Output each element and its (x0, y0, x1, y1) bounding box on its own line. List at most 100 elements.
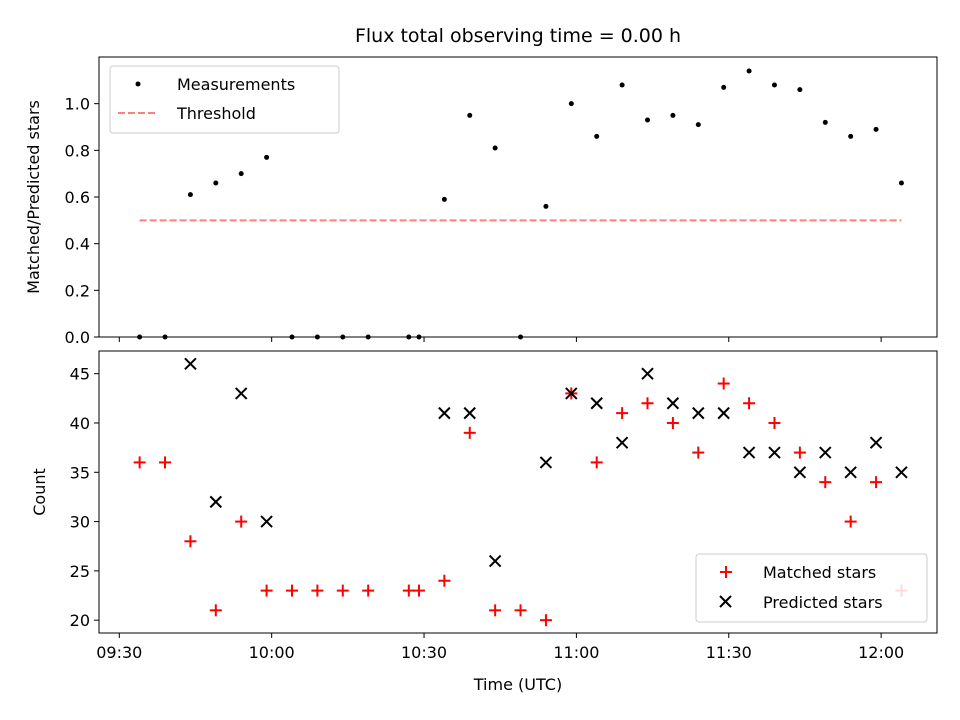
measurement-point (568, 101, 574, 107)
predicted-star-point (895, 466, 908, 479)
matched-star-point (514, 604, 527, 617)
legend-matched-label: Matched stars (763, 563, 876, 582)
matched-star-point (793, 446, 806, 459)
measurement-point (213, 180, 219, 186)
bottom-legend-box (695, 553, 928, 623)
measurement-point (670, 112, 676, 118)
bottom-legend: Matched stars Predicted stars (695, 553, 928, 623)
legend-predicted-label: Predicted stars (763, 593, 883, 612)
measurement-point (238, 171, 244, 177)
measurement-point (873, 126, 879, 132)
chart-title: Flux total observing time = 0.00 h (355, 25, 681, 47)
legend-measurements-marker (135, 81, 141, 87)
top-ytick-label: 1.0 (65, 95, 90, 114)
top-ylabel: Matched/Predicted stars (24, 100, 43, 294)
predicted-star-point (768, 446, 781, 459)
matched-star-point (844, 515, 857, 528)
legend-predicted-marker (719, 595, 732, 608)
top-ytick-label: 0.6 (65, 188, 90, 207)
predicted-star-point (234, 387, 248, 400)
measurement-point (848, 133, 854, 139)
matched-star-point (489, 604, 502, 617)
measurement-point (822, 119, 828, 125)
xtick-label: 12:00 (858, 643, 904, 662)
measurement-point (619, 82, 625, 88)
matched-star-point (870, 476, 883, 489)
bottom-ytick-label: 45 (70, 365, 90, 384)
xtick-label: 11:00 (553, 643, 599, 662)
predicted-star-point (209, 495, 223, 509)
top-ytick-label: 0.8 (65, 141, 90, 160)
measurement-point (695, 122, 701, 128)
legend-matched-marker (720, 566, 732, 578)
top-panel-series (137, 68, 904, 340)
predicted-star-point (844, 466, 857, 479)
xtick-label: 11:30 (706, 643, 752, 662)
matched-star-point (590, 456, 603, 469)
bottom-ytick-label: 35 (70, 463, 90, 482)
measurement-point (467, 112, 473, 118)
measurement-point (771, 82, 777, 88)
matched-star-point (133, 456, 146, 469)
matched-star-point (235, 515, 248, 528)
top-panel-frame (98, 56, 938, 338)
top-ytick-label: 0.2 (65, 281, 90, 300)
predicted-star-point (666, 397, 680, 410)
measurement-point (441, 196, 447, 202)
predicted-star-point (742, 446, 756, 459)
measurement-point (594, 133, 600, 139)
measurement-point (746, 68, 752, 74)
matched-star-point (260, 584, 273, 597)
matched-star-point (717, 377, 730, 390)
matched-star-point (336, 584, 349, 597)
matched-star-point (539, 614, 552, 627)
matched-star-point (616, 407, 629, 420)
bottom-ytick-label: 20 (70, 611, 90, 630)
predicted-star-point (692, 406, 705, 420)
matched-star-point (692, 446, 705, 459)
matched-star-point (159, 456, 172, 469)
measurement-point (492, 145, 498, 151)
matched-star-point (402, 584, 415, 597)
measurement-point (264, 154, 270, 160)
measurement-point (898, 180, 904, 186)
predicted-star-point (793, 466, 807, 479)
predicted-star-point (260, 515, 273, 528)
predicted-star-point (539, 456, 553, 469)
xtick-label: 10:30 (401, 643, 447, 662)
predicted-star-point (565, 387, 578, 400)
top-ytick-label: 0.4 (65, 235, 90, 254)
matched-star-point (641, 397, 654, 410)
top-panel-ticks: 0.0 0.2 0.4 0.6 0.8 1.0 (65, 95, 882, 347)
matched-star-point (438, 574, 451, 587)
measurement-point (543, 203, 549, 209)
predicted-star-point (463, 406, 476, 420)
bottom-panel-ticks: 20 25 30 35 40 45 09:30 10:00 10:30 11:00 11:30 12:… (70, 365, 905, 662)
predicted-star-point (717, 406, 730, 420)
predicted-star-point (590, 397, 603, 410)
bottom-panel-series (133, 357, 908, 627)
legend-threshold-label: Threshold (176, 104, 256, 123)
top-ytick-label: 0.0 (65, 328, 90, 347)
measurement-point (721, 84, 727, 90)
predicted-star-point (488, 554, 502, 568)
predicted-star-point (184, 357, 197, 371)
measurement-point (797, 87, 803, 93)
matched-star-point (819, 476, 832, 489)
bottom-ytick-label: 30 (70, 513, 90, 532)
bottom-panel: 20 25 30 35 40 45 09:30 10:00 10:30 11:00 11:30 12:… (30, 350, 938, 694)
measurement-point (645, 117, 651, 123)
predicted-star-point (615, 436, 629, 449)
matched-star-point (209, 604, 222, 617)
bottom-ylabel: Count (30, 468, 49, 516)
top-legend: Measurements Threshold (109, 65, 340, 134)
matched-star-point (311, 584, 324, 597)
top-legend-box (109, 65, 340, 134)
matched-star-point (463, 426, 476, 439)
matched-star-point (285, 584, 298, 597)
legend-measurements-label: Measurements (177, 75, 295, 94)
top-panel: 0.0 0.2 0.4 0.6 0.8 1.0 Matched/Predicted sta… (24, 56, 938, 347)
matched-star-point (362, 584, 375, 597)
xtick-label: 10:00 (249, 643, 295, 662)
